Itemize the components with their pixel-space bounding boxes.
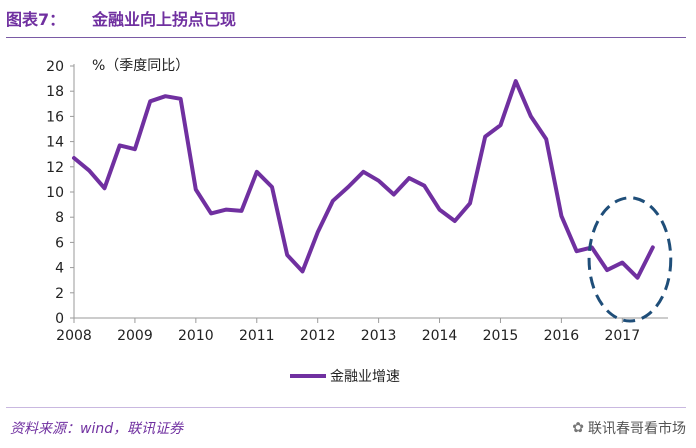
x-tick-label: 2016 — [544, 328, 580, 344]
series-line-金融业增速 — [72, 79, 655, 280]
figure-header: 图表7： 金融业向上拐点已现 — [0, 0, 696, 32]
source-divider — [6, 407, 686, 408]
x-tick-label: 2009 — [117, 328, 153, 344]
source-note: 资料来源：wind，联讯证券 — [10, 421, 184, 437]
x-tick-label: 2008 — [56, 328, 92, 344]
highlight-ellipse — [587, 196, 673, 323]
y-tick-label: 4 — [55, 261, 64, 277]
y-tick-label: 16 — [46, 109, 64, 125]
x-tick-label: 2015 — [483, 328, 519, 344]
y-tick-label: 0 — [55, 311, 64, 327]
watermark: ✿ 联讯春哥看市场 — [572, 418, 686, 438]
x-tick-label: 2013 — [361, 328, 397, 344]
y-axis-label: %（季度同比） — [92, 58, 189, 74]
y-tick-label: 12 — [46, 160, 64, 176]
x-tick-label: 2010 — [178, 328, 214, 344]
x-tick-label: 2014 — [422, 328, 458, 344]
y-tick-label: 20 — [46, 59, 64, 75]
x-tick-label: 2017 — [604, 328, 640, 344]
y-tick-label: 18 — [46, 84, 64, 100]
line-chart: 0 2 4 6 8 10 12 14 16 18 20 %（季度同比） 2008 2009 2010 2011… — [46, 58, 673, 385]
y-tick-label: 10 — [46, 185, 64, 201]
title-divider — [6, 37, 686, 38]
watermark-text: 联讯春哥看市场 — [588, 421, 686, 437]
legend-label: 金融业增速 — [330, 369, 400, 385]
y-tick-label: 6 — [55, 235, 64, 251]
y-tick-label: 8 — [55, 210, 64, 226]
y-tick-label: 14 — [46, 135, 64, 151]
x-tick-label: 2012 — [300, 328, 336, 344]
y-tick-label: 2 — [55, 286, 64, 302]
figure-title: 金融业向上拐点已现 — [92, 10, 237, 29]
wechat-icon: ✿ — [572, 420, 584, 436]
x-tick-label: 2011 — [239, 328, 275, 344]
figure-label: 图表7： — [6, 10, 66, 29]
